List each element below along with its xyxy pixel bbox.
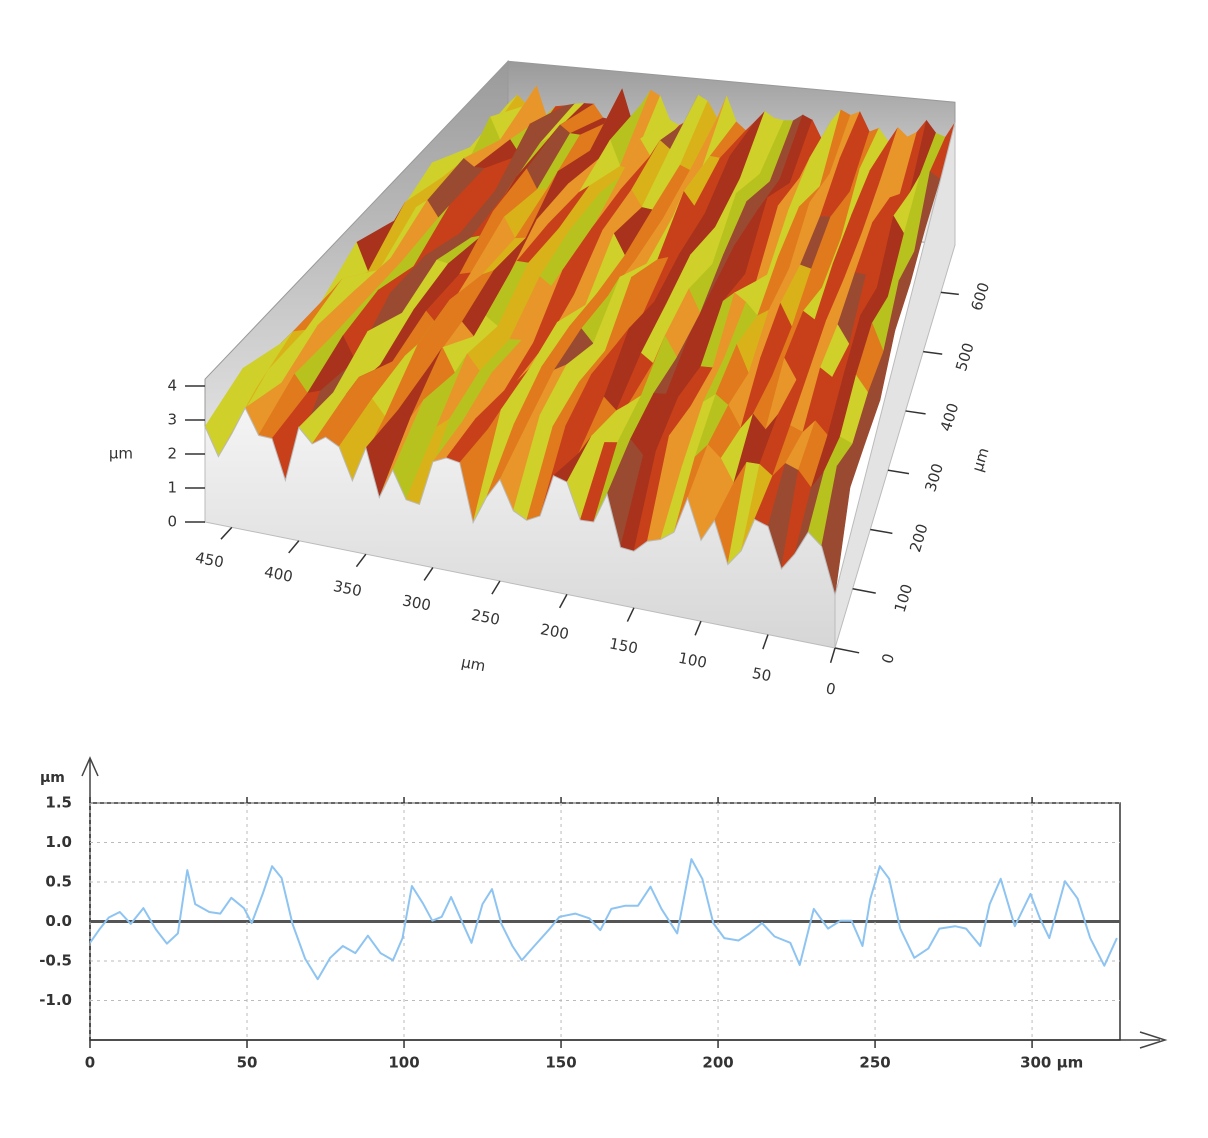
right-face: [834, 122, 956, 649]
x-tick-label: 200: [539, 620, 571, 643]
y-tick-label: 600: [967, 280, 993, 313]
x-tick: [355, 553, 367, 568]
y-tick-label: 500: [952, 341, 978, 374]
x-tick-label: 50: [751, 664, 773, 685]
y-tick-label: 1.0: [45, 833, 72, 851]
x-tick: [220, 526, 233, 540]
y-tick: [870, 528, 893, 535]
z-tick-label: 3: [167, 411, 177, 429]
x-axis-label: µm: [460, 653, 487, 675]
y-tick-label: 400: [937, 401, 963, 434]
z-tick-label: 0: [167, 513, 177, 531]
x-axis-arrowhead: [1139, 1031, 1168, 1049]
x-tick: [423, 567, 434, 581]
y-axis-unit: µm: [40, 770, 65, 786]
y-tick: [905, 410, 926, 415]
z-axis-label: µm: [109, 445, 133, 463]
x-tick: [762, 634, 769, 650]
profile-line: [89, 858, 1118, 981]
x-tick: [626, 607, 635, 622]
y-tick-label: 300: [921, 461, 947, 494]
y-tick-label: -1.0: [39, 991, 72, 1009]
y-tick: [852, 587, 876, 594]
y-axis-arrowhead: [81, 756, 99, 777]
y-tick-label: 0: [878, 651, 898, 665]
z-tick-label: 2: [167, 445, 177, 463]
x-tick-label: 400: [263, 563, 295, 586]
x-tick-label: 200: [702, 1054, 733, 1072]
z-tick-label: 1: [167, 479, 177, 497]
x-tick: [558, 594, 568, 609]
x-tick-label: 250: [470, 606, 502, 629]
y-tick: [887, 469, 910, 475]
y-tick: [834, 647, 860, 654]
y-axis-label: µm: [968, 445, 992, 473]
x-tick-label: 300 µm: [1020, 1054, 1083, 1072]
y-tick-label: 0.0: [45, 912, 72, 930]
x-tick: [829, 647, 836, 664]
x-tick-label: 150: [545, 1054, 576, 1072]
x-tick-label: 450: [194, 548, 226, 571]
y-tick-label: 0.5: [45, 873, 72, 891]
front-face: [204, 406, 836, 649]
y-tick-label: 200: [906, 522, 932, 555]
x-tick: [694, 620, 702, 636]
y-tick: [940, 291, 959, 296]
surface-plot: 0501001502002503003504004500100200300400…: [109, 59, 993, 699]
x-tick-label: 300: [401, 591, 433, 614]
y-tick-label: 100: [891, 582, 917, 615]
x-tick-label: 100: [677, 649, 709, 672]
x-tick-label: 100: [388, 1054, 419, 1072]
x-tick-label: 0: [85, 1054, 95, 1072]
x-tick-label: 0: [824, 679, 837, 698]
y-tick: [923, 350, 943, 355]
x-tick: [491, 580, 501, 595]
y-tick-label: 1.5: [45, 794, 72, 812]
x-tick-label: 50: [237, 1054, 258, 1072]
z-tick-label: 4: [167, 377, 177, 395]
x-tick-label: 350: [332, 577, 364, 600]
x-tick-label: 250: [859, 1054, 890, 1072]
profile-plot: µm 1.5 1.0 0.5 0.0 -0.5 -1.0 0 50 100 150 200 250 30…: [39, 756, 1168, 1072]
y-tick-label: -0.5: [39, 952, 72, 970]
x-tick: [288, 540, 300, 554]
x-tick-label: 150: [608, 634, 640, 657]
